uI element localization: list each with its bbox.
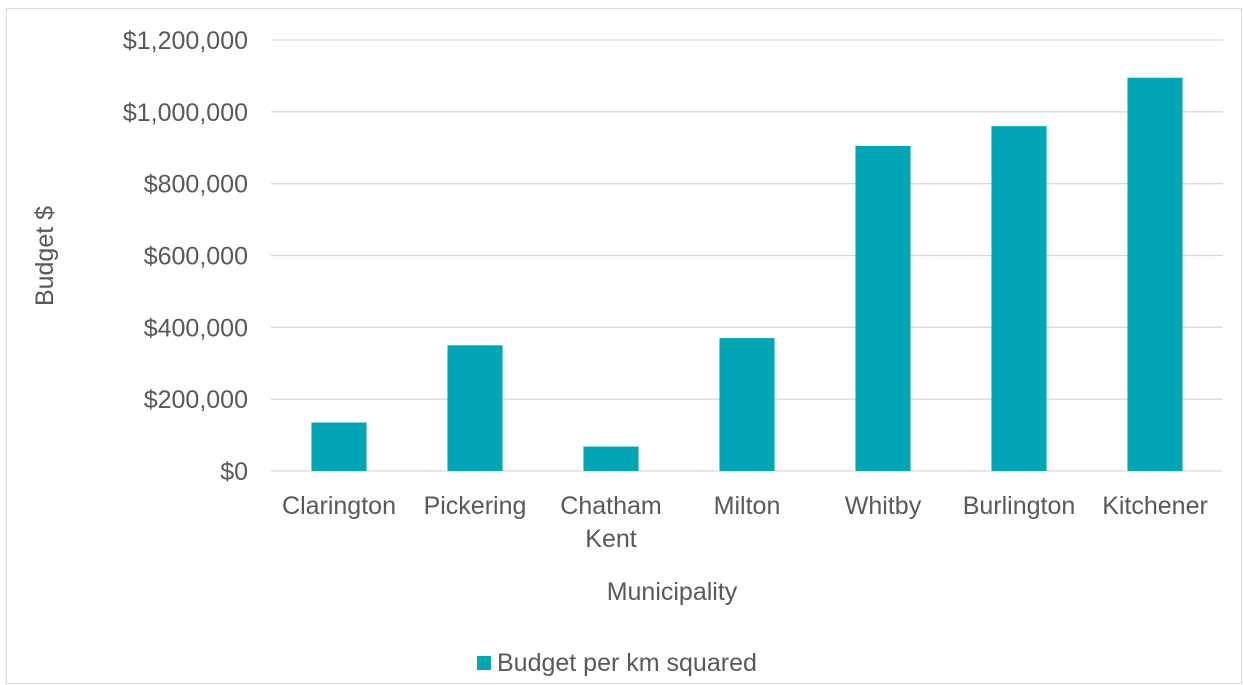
y-tick-label: $200,000 bbox=[144, 386, 248, 414]
y-tick-label: $1,200,000 bbox=[123, 27, 248, 55]
bar bbox=[855, 145, 911, 471]
bar-chart: $0 $200,000 $400,000 $600,000 $800,000 $1,000… bbox=[31, 27, 1223, 606]
bar bbox=[447, 345, 503, 471]
x-tick-label: Whitby bbox=[845, 492, 922, 520]
x-tick-label: Burlington bbox=[963, 492, 1076, 520]
x-tick-label: Milton bbox=[714, 492, 781, 520]
bar bbox=[583, 446, 639, 471]
x-tick-label: Kitchener bbox=[1102, 492, 1208, 520]
y-tick-label: $800,000 bbox=[144, 171, 248, 199]
x-tick-label: Kent bbox=[585, 525, 636, 553]
y-tick-label: $0 bbox=[220, 458, 248, 486]
y-tick-label: $600,000 bbox=[144, 243, 248, 271]
bar bbox=[991, 126, 1047, 471]
x-axis-title: Municipality bbox=[607, 578, 738, 606]
bar bbox=[1127, 77, 1183, 472]
legend: Budget per km squared bbox=[477, 646, 757, 680]
legend-label: Budget per km squared bbox=[497, 648, 757, 677]
x-tick-label: Chatham bbox=[560, 492, 661, 520]
y-axis-title: Budget $ bbox=[31, 206, 59, 306]
y-tick-label: $1,000,000 bbox=[123, 99, 248, 127]
legend-swatch bbox=[477, 656, 491, 670]
x-tick-label: Pickering bbox=[424, 492, 527, 520]
x-tick-label: Clarington bbox=[282, 492, 396, 520]
chart-area: $0 $200,000 $400,000 $600,000 $800,000 $1,000… bbox=[6, 8, 1242, 684]
bar bbox=[719, 338, 775, 471]
bar bbox=[311, 422, 367, 471]
y-tick-label: $400,000 bbox=[144, 314, 248, 342]
cropped-title bbox=[0, 0, 510, 7]
